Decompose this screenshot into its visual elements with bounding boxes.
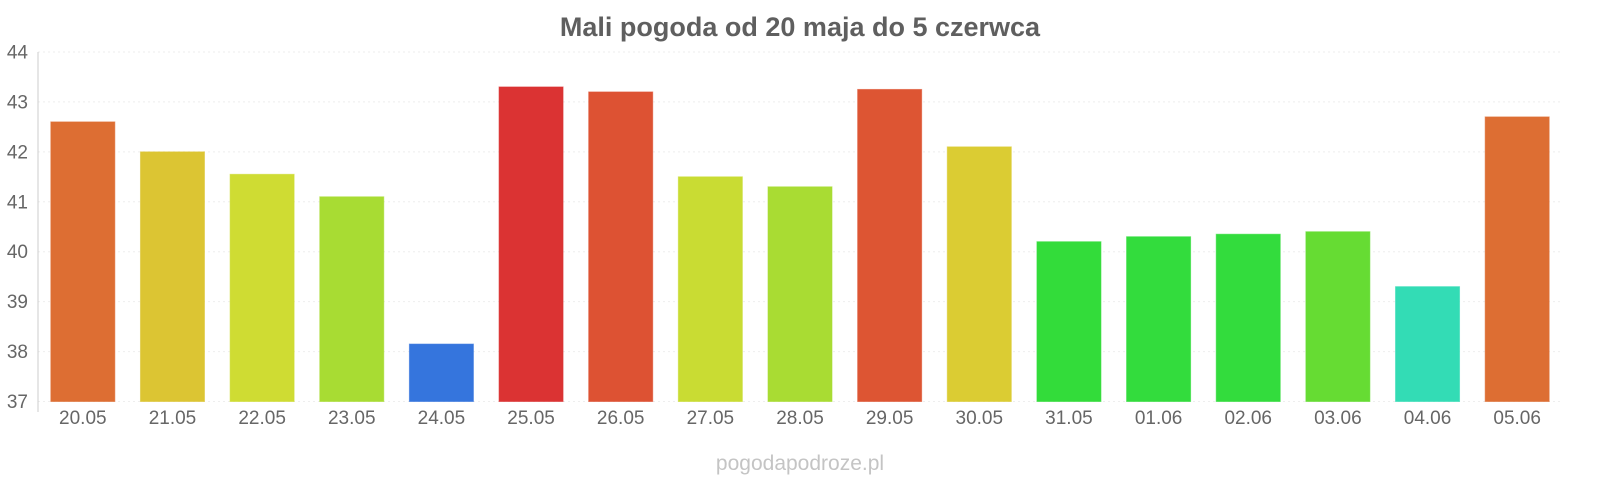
- x-tick-label: 21.05: [149, 408, 197, 429]
- x-tick-label: 29.05: [866, 408, 914, 429]
- y-tick-label: 39: [7, 292, 28, 313]
- x-tick-label: 01.06: [1135, 408, 1183, 429]
- bar-27.05: [677, 176, 743, 402]
- x-tick-label: 05.06: [1493, 408, 1541, 429]
- x-tick-label: 27.05: [687, 408, 735, 429]
- x-axis-ticks: 20.05 21.05 22.05 23.05 24.05 25.05 26.05 27.05…: [59, 408, 1541, 429]
- x-tick-label: 24.05: [418, 408, 466, 429]
- x-tick-label: 28.05: [776, 408, 824, 429]
- y-tick-label: 37: [7, 392, 28, 413]
- y-tick-label: 43: [7, 92, 28, 113]
- x-tick-label: 26.05: [597, 408, 645, 429]
- y-axis-ticks: 37 38 39 40 41 42 43 44: [7, 43, 29, 414]
- x-tick-label: 31.05: [1045, 408, 1093, 429]
- bars: [50, 86, 1550, 403]
- bar-05.06: [1484, 116, 1550, 403]
- x-tick-label: 23.05: [328, 408, 376, 429]
- bar-31.05: [1036, 241, 1102, 402]
- bar-24.05: [408, 343, 474, 403]
- chart-title: Mali pogoda od 20 maja do 5 czerwca: [560, 12, 1041, 42]
- x-tick-label: 20.05: [59, 408, 107, 429]
- bar-30.05: [946, 146, 1012, 402]
- y-tick-label: 44: [7, 43, 29, 64]
- y-tick-label: 42: [7, 142, 28, 163]
- x-tick-label: 25.05: [507, 408, 555, 429]
- bar-23.05: [319, 196, 385, 402]
- x-tick-label: 02.06: [1224, 408, 1272, 429]
- y-tick-label: 40: [7, 242, 28, 263]
- bar-22.05: [229, 173, 295, 402]
- bar-03.06: [1305, 231, 1371, 402]
- bar-20.05: [50, 121, 116, 403]
- bar-28.05: [767, 186, 833, 402]
- bar-26.05: [588, 91, 654, 402]
- bar-02.06: [1215, 233, 1281, 402]
- watermark-text: pogodapodroze.pl: [716, 452, 884, 475]
- y-tick-label: 38: [7, 342, 28, 363]
- bar-29.05: [857, 88, 923, 402]
- x-tick-label: 03.06: [1314, 408, 1362, 429]
- bar-25.05: [498, 86, 564, 402]
- y-tick-label: 41: [7, 192, 28, 213]
- x-tick-label: 04.06: [1404, 408, 1452, 429]
- bar-01.06: [1126, 236, 1192, 402]
- bar-04.06: [1395, 286, 1461, 402]
- x-tick-label: 22.05: [238, 408, 286, 429]
- bar-21.05: [139, 151, 205, 402]
- x-tick-label: 30.05: [956, 408, 1004, 429]
